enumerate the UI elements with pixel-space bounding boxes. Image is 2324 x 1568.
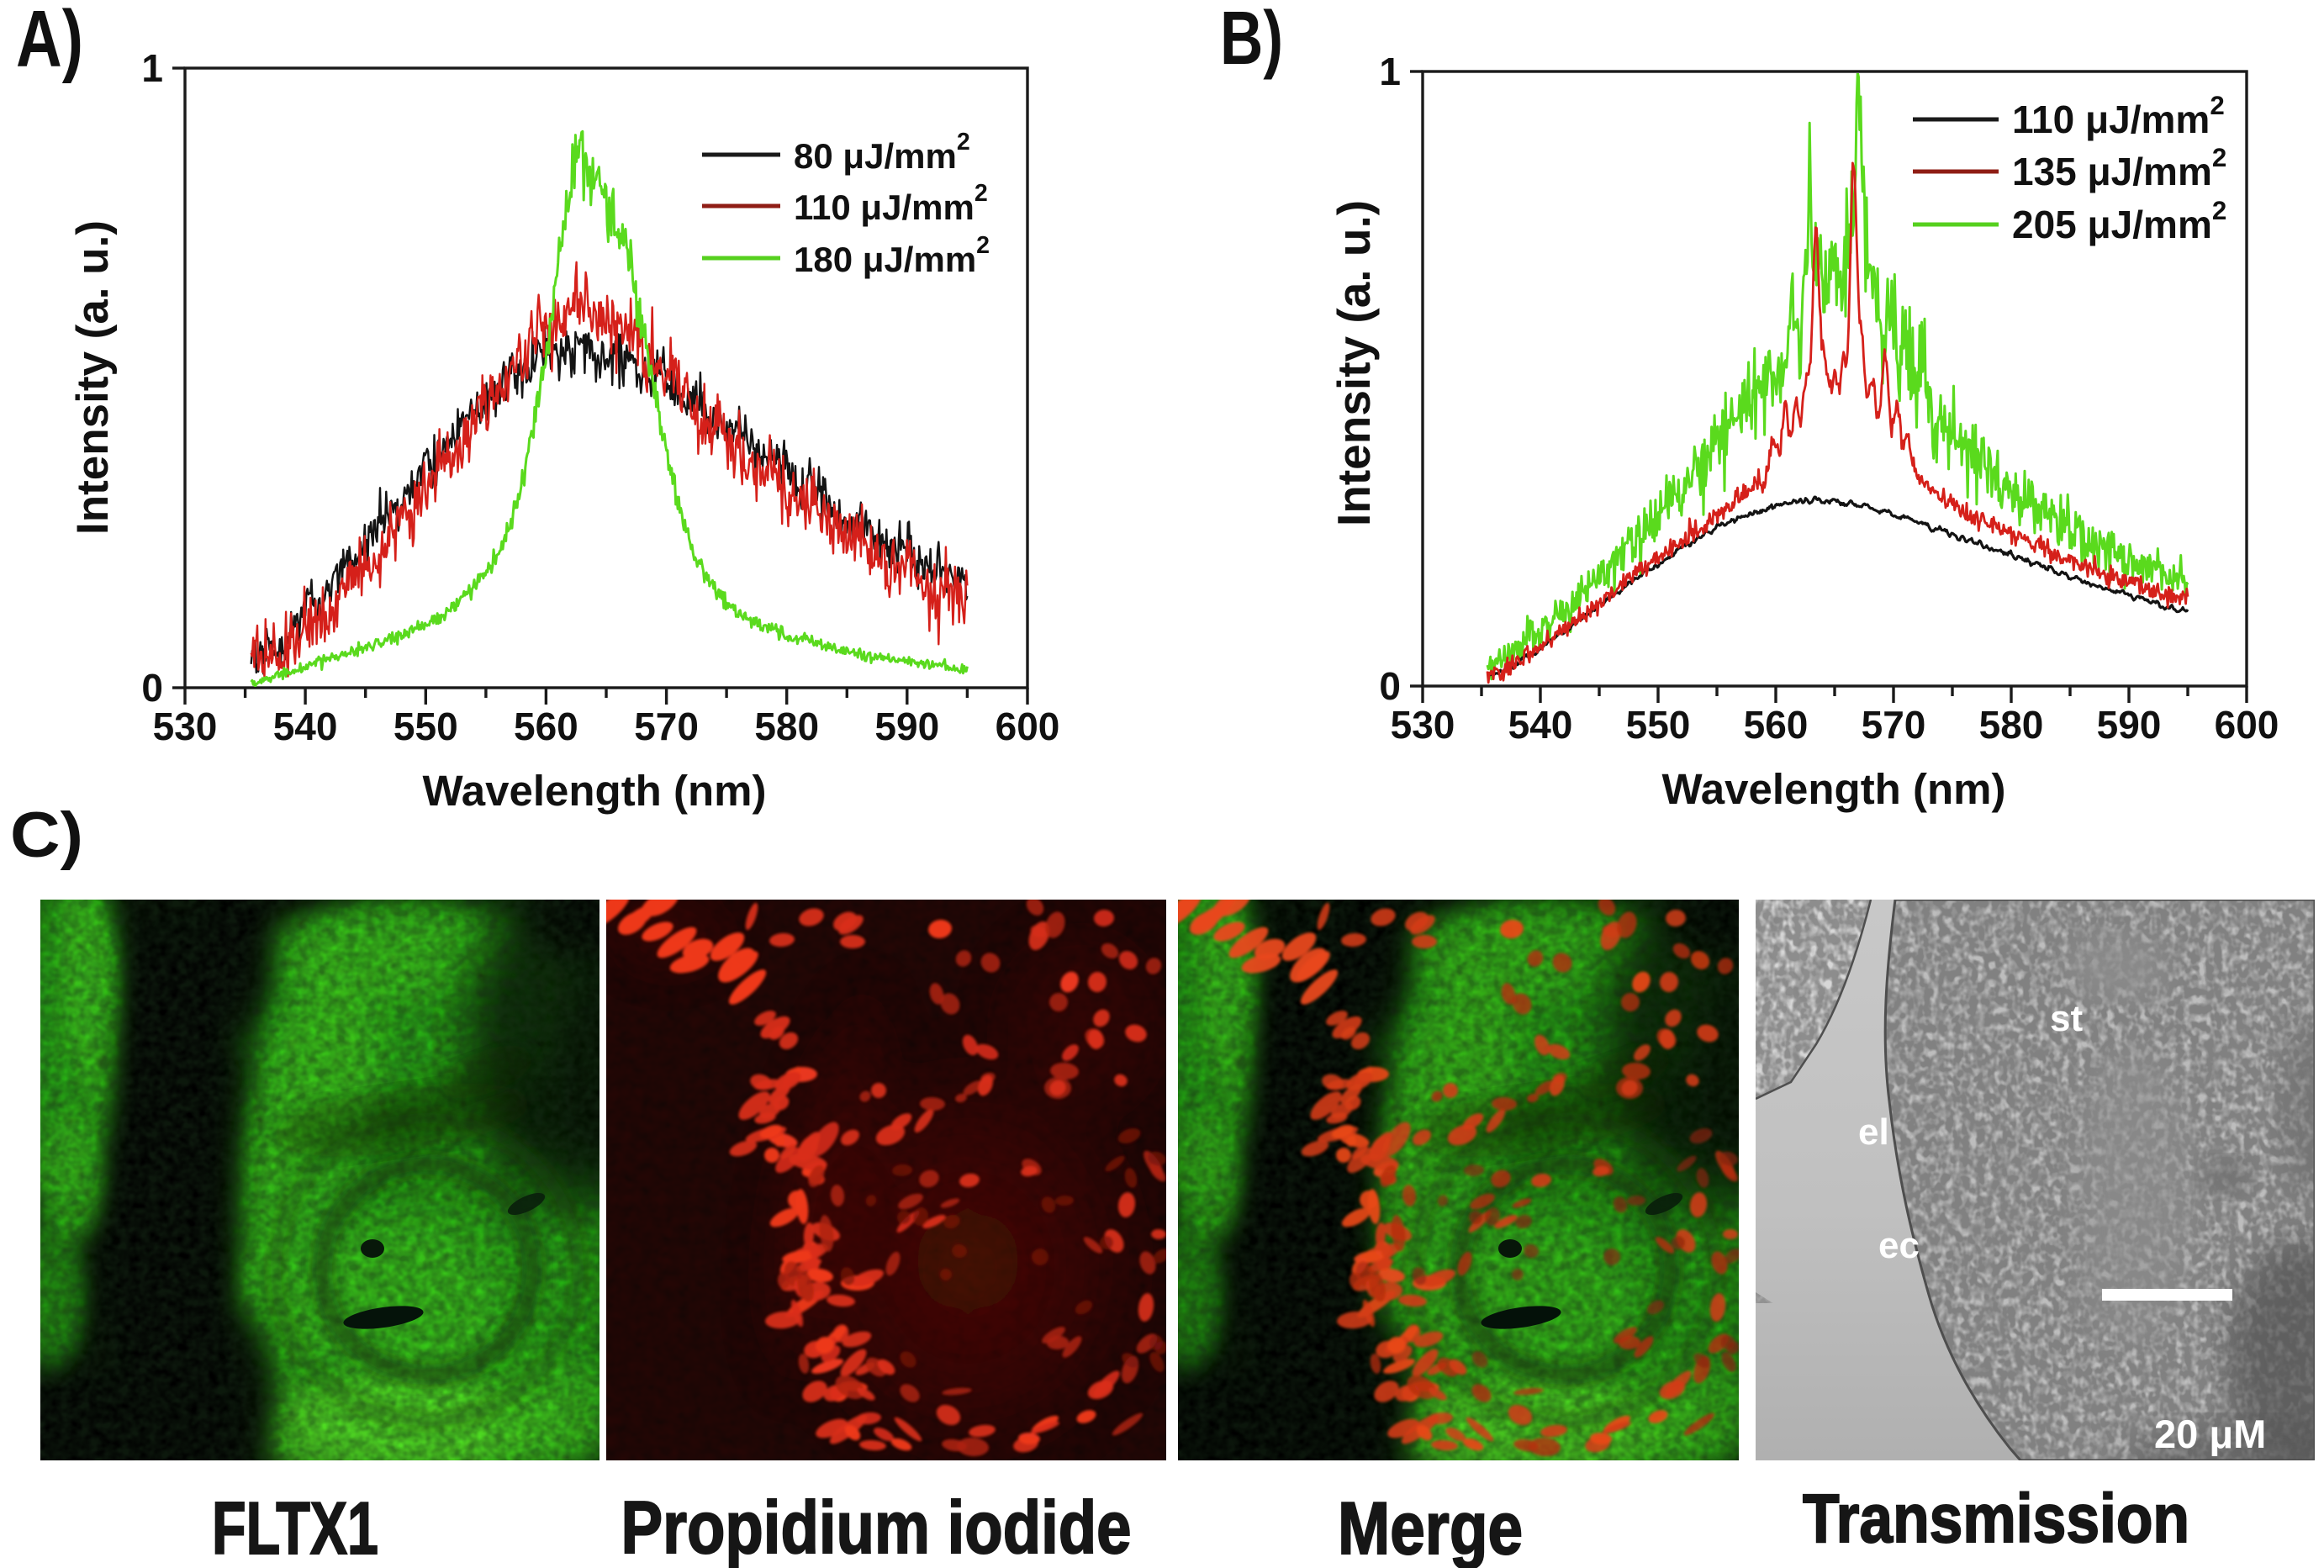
svg-text:135 μJ/mm2: 135 μJ/mm2: [2012, 143, 2226, 193]
svg-text:80 μJ/mm2: 80 μJ/mm2: [794, 129, 970, 176]
svg-text:Wavelength (nm): Wavelength (nm): [1662, 765, 2006, 813]
svg-text:Propidium iodide: Propidium iodide: [621, 1486, 1132, 1568]
svg-text:550: 550: [1626, 703, 1691, 747]
svg-text:560: 560: [1744, 703, 1809, 747]
svg-text:530: 530: [1391, 703, 1455, 747]
svg-text:20 μM: 20 μM: [2154, 1412, 2266, 1456]
svg-text:C): C): [10, 800, 83, 871]
svg-text:530: 530: [153, 705, 218, 748]
svg-text:1: 1: [141, 46, 163, 90]
svg-text:580: 580: [754, 705, 819, 748]
svg-text:0: 0: [1379, 664, 1401, 708]
svg-text:570: 570: [1862, 703, 1926, 747]
svg-text:600: 600: [2215, 703, 2279, 747]
svg-text:110 μJ/mm2: 110 μJ/mm2: [794, 180, 988, 227]
svg-text:180 μJ/mm2: 180 μJ/mm2: [794, 232, 990, 279]
svg-text:Intensity (a. u.): Intensity (a. u.): [68, 220, 118, 535]
svg-text:B): B): [1220, 0, 1283, 81]
svg-text:540: 540: [273, 705, 338, 748]
svg-text:el: el: [1858, 1111, 1889, 1153]
svg-text:A): A): [16, 0, 83, 84]
svg-text:Transmission: Transmission: [1803, 1481, 2189, 1557]
svg-text:0: 0: [141, 666, 163, 710]
svg-text:1: 1: [1379, 50, 1401, 93]
svg-text:Merge: Merge: [1338, 1486, 1523, 1568]
svg-text:560: 560: [514, 705, 578, 748]
svg-text:550: 550: [393, 705, 458, 748]
svg-text:st: st: [2050, 998, 2083, 1039]
svg-text:540: 540: [1508, 703, 1573, 747]
svg-text:600: 600: [996, 705, 1060, 748]
svg-text:590: 590: [874, 705, 939, 748]
svg-text:FLTX1: FLTX1: [212, 1486, 378, 1568]
svg-text:590: 590: [2097, 703, 2162, 747]
svg-text:Wavelength (nm): Wavelength (nm): [423, 767, 767, 815]
svg-text:110 μJ/mm2: 110 μJ/mm2: [2012, 91, 2225, 141]
svg-text:570: 570: [634, 705, 699, 748]
svg-text:Intensity (a. u.): Intensity (a. u.): [1328, 200, 1380, 526]
svg-text:ec: ec: [1878, 1225, 1920, 1266]
svg-text:205 μJ/mm2: 205 μJ/mm2: [2012, 196, 2226, 246]
svg-text:580: 580: [1979, 703, 2044, 747]
